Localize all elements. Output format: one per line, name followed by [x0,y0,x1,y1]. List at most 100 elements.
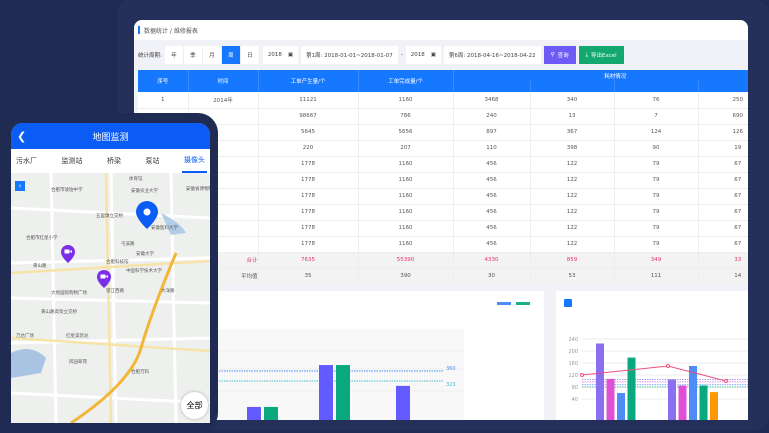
table-cell: 859 [530,252,615,269]
end-year-select[interactable]: 2018 ▣ [405,46,441,64]
table-cell: 126 [698,124,748,141]
map-label: 安徽农业大学 [131,189,158,194]
table-cell: 79 [614,204,699,221]
phone-screen: ❮ 地图监测 污水厂 监测站 桥梁 泵站 摄像头 › 体育馆 合肥市琥珀中学 安徽农… [11,123,210,423]
bar [596,343,604,420]
table-cell: 1778 [258,156,359,173]
table-cell: 456 [453,188,531,205]
start-year-select[interactable]: 2018 ▣ [262,46,299,64]
table-cell: 122 [530,172,615,189]
bar [336,365,350,420]
period-quarter[interactable]: 季 [184,46,203,64]
table-cell: 79 [614,220,699,237]
table-cell: 111 [614,268,699,285]
tab-monitoring-station[interactable]: 监测站 [61,157,83,165]
reference-label: 360 [446,366,456,372]
map-label: 屯溪路 [121,242,135,247]
filter-toolbar: 统计周期: 年 季 月 周 日 2018 ▣ 第1周: 2018-01-01~20… [134,40,748,70]
material-bar-chart: 40 80 120 160 200 240 [568,337,748,420]
y-tick-label: 80 [572,385,578,391]
tab-camera[interactable]: 摄像头 [182,149,207,173]
table-cell: 67 [698,156,748,173]
phone-header: ❮ 地图监测 [11,123,210,149]
table-cell: 79 [614,188,699,205]
show-all-button[interactable]: 全部 [181,392,208,419]
y-tick-label: 160 [568,361,578,367]
table-cell: 3468 [453,92,531,109]
y-tick-label: 40 [572,397,578,403]
table-row: 1778 1160 456 122 79 67 [138,156,748,173]
table-cell: 456 [453,220,531,237]
phone-tabs: 污水厂 监测站 桥梁 泵站 摄像头 [11,149,210,173]
table-cell: 79 [614,236,699,253]
table-cell: 90 [614,140,699,157]
col-time: 时间 [188,70,259,92]
bar [264,406,278,420]
table-cell: 1160 [358,236,454,253]
table-cell: 690 [698,108,748,125]
period-day[interactable]: 日 [241,46,260,64]
chevron-left-icon[interactable]: ❮ [17,129,27,143]
query-button[interactable]: ⚲ 查询 [543,46,576,64]
table-cell: 122 [530,156,615,173]
tab-pump-station[interactable]: 泵站 [145,157,160,165]
report-table: 序号 时间 工单产生量/个 工单完成量/个 耗材情况 1 2014年 11121 11… [138,70,748,285]
table-cell: 7635 [258,252,359,269]
camera-marker-icon[interactable] [61,245,75,263]
map-label: 风园翠苑 [69,360,87,365]
end-year: 2018 [410,52,425,58]
table-cell: 398 [530,140,615,157]
map-label: 安徽省博物院 [186,187,210,192]
range-separator: - [400,52,403,58]
table-cell: 456 [453,156,531,173]
start-week-select[interactable]: 第1周: 2018-01-01~2018-01-07 [301,46,398,64]
table-cell: 456 [453,236,531,253]
period-week[interactable]: 周 [221,46,241,64]
table-cell: 13 [530,108,615,125]
table-cell: 207 [358,140,454,157]
bar [627,357,636,420]
table-cell: 67 [698,220,748,237]
map-label: 合肥市琥珀中学 [51,188,83,193]
period-year[interactable]: 年 [165,46,184,64]
chart-icon [564,299,572,307]
table-cell: 35 [258,268,359,285]
end-week: 第6周: 2018-04-16~2018-04-22 [448,53,536,59]
tab-bridge[interactable]: 桥梁 [107,157,121,165]
bar [617,393,625,420]
map-label: 大地国际购物广场 [51,291,87,296]
export-button[interactable]: ⤓ 导出Excel [578,46,624,64]
start-year: 2018 [267,52,282,58]
table-cell: 220 [258,140,359,157]
bar [699,385,708,420]
reference-label: 323 [446,382,456,388]
table-cell: 1 [138,92,189,109]
table-cell: 1778 [258,220,359,237]
table-cell: 1160 [358,172,454,189]
location-marker-icon[interactable] [136,201,158,229]
table-cell: 390 [358,268,454,285]
table-cell: 2014年 [188,92,259,109]
table-cell: 76 [614,92,699,109]
map-label: 红星美凯龙 [66,334,89,339]
map-label: 中国科学技术大学 [126,269,162,274]
table-cell: 67 [698,236,748,253]
table-row: 1778 1160 456 122 79 67 [138,236,748,253]
end-week-select[interactable]: 第6周: 2018-04-16~2018-04-22 [443,46,541,64]
table-cell: 1160 [358,156,454,173]
table-cell: 1160 [358,204,454,221]
table-cell: 122 [530,220,615,237]
bar [710,392,718,420]
tab-sewage-plant[interactable]: 污水厂 [16,157,37,165]
camera-marker-icon[interactable] [97,270,111,288]
table-row: 1778 1160 456 122 79 67 [138,204,748,221]
map-label: 大洋路 [161,289,175,294]
map-label: 安徽医科大学 [151,226,178,231]
expand-panel-button[interactable]: › [15,181,25,191]
map-label: 合肥市红星小学 [26,236,58,241]
table-cell: 53 [530,268,615,285]
table-cell: 122 [530,204,615,221]
table-row: 98667 786 240 13 7 690 [138,108,748,125]
period-month[interactable]: 月 [203,46,222,64]
